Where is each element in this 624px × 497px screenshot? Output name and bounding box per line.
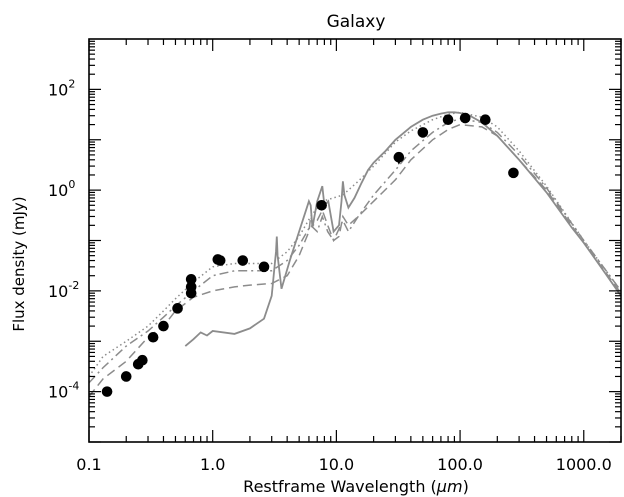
data-point bbox=[214, 255, 226, 266]
data-points bbox=[101, 112, 519, 397]
y-tick-label: 10-4 bbox=[48, 380, 79, 402]
data-point bbox=[316, 199, 327, 211]
data-point bbox=[237, 255, 249, 266]
y-axis-label: Flux density (mJy) bbox=[10, 196, 28, 331]
data-point bbox=[158, 320, 169, 332]
y-tick-labels: 10-4 10-2 100 102 bbox=[48, 77, 79, 401]
y-tick-label: 10-2 bbox=[48, 279, 79, 301]
model-curve-dotted bbox=[88, 111, 622, 377]
data-point bbox=[101, 386, 113, 397]
data-point bbox=[137, 354, 148, 366]
x-tick-label: 0.1 bbox=[76, 455, 101, 474]
y-tick-label: 100 bbox=[48, 178, 75, 200]
data-point bbox=[508, 167, 519, 179]
y-tick-label: 102 bbox=[48, 77, 75, 99]
x-tick-label: 1.0 bbox=[200, 455, 225, 474]
data-point bbox=[185, 273, 197, 285]
data-point bbox=[442, 114, 454, 126]
plot-frame bbox=[88, 38, 622, 443]
x-axis-label-prefix: Restframe Wavelength ( bbox=[243, 477, 437, 496]
model-curves bbox=[88, 111, 622, 397]
data-point bbox=[147, 331, 159, 343]
data-point bbox=[459, 112, 471, 124]
data-point bbox=[258, 261, 270, 273]
model-curve-dashed bbox=[88, 123, 622, 397]
data-point bbox=[417, 127, 429, 138]
x-tick-label: 100.0 bbox=[437, 455, 483, 474]
data-point bbox=[480, 114, 491, 126]
chart-title: Galaxy bbox=[327, 12, 386, 32]
data-point bbox=[172, 303, 183, 314]
model-curve-solid bbox=[184, 111, 622, 347]
upper-limit-arrow bbox=[394, 156, 403, 165]
x-axis-label: Restframe Wavelength (μm) bbox=[243, 477, 469, 496]
x-axis-label-unit: μm bbox=[436, 477, 463, 496]
x-tick-labels: 0.1 1.0 10.0 100.0 1000.0 bbox=[76, 455, 611, 474]
x-axis-label-suffix: ) bbox=[463, 477, 469, 496]
x-tick-label: 10.0 bbox=[319, 455, 355, 474]
data-point bbox=[185, 281, 197, 293]
data-point bbox=[120, 371, 132, 382]
model-curve-dashdot bbox=[88, 118, 622, 384]
x-tick-label: 1000.0 bbox=[556, 455, 612, 474]
axis-ticks bbox=[88, 39, 622, 443]
